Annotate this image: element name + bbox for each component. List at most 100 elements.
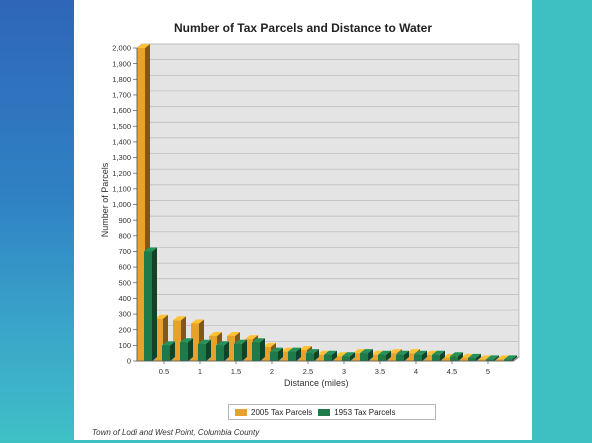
- x-tick-label: 4: [414, 367, 418, 376]
- y-tick-label: 1,600: [112, 106, 131, 115]
- bar-side-1953: [350, 352, 355, 361]
- bar-1953: [468, 357, 476, 361]
- bar-top-1953: [504, 355, 517, 360]
- y-tick-label: 1,800: [112, 75, 131, 84]
- bar-top-2005: [425, 350, 438, 355]
- bar-2005: [137, 48, 145, 361]
- bar-1953: [180, 342, 188, 361]
- bar-1953: [432, 354, 440, 361]
- bar-side-1953: [278, 347, 283, 361]
- x-tick-label: 0.5: [159, 367, 169, 376]
- bar-top-2005: [317, 350, 330, 355]
- bar-top-2005: [335, 352, 348, 357]
- bar-top-2005: [479, 355, 492, 360]
- bar-side-1953: [422, 350, 427, 361]
- bar-top-1953: [342, 352, 355, 357]
- bar-1953: [288, 351, 296, 361]
- bar-top-1953: [270, 347, 283, 352]
- left-background-panel: [0, 0, 74, 443]
- bar-top-2005: [245, 335, 258, 340]
- bar-top-1953: [288, 347, 301, 352]
- y-tick-label: 400: [118, 294, 131, 303]
- bar-2005: [389, 353, 397, 361]
- y-tick-label: 600: [118, 263, 131, 272]
- bar-top-2005: [281, 347, 294, 352]
- bar-top-2005: [227, 331, 240, 336]
- y-tick-label: 1,100: [112, 184, 131, 193]
- bar-top-1953: [432, 350, 445, 355]
- bar-1953: [360, 353, 368, 361]
- bar-side-1953: [386, 350, 391, 361]
- bar-top-2005: [497, 355, 510, 360]
- x-tick-label: 2: [270, 367, 274, 376]
- bar-2005: [335, 356, 343, 361]
- bar-side-1953: [224, 341, 229, 361]
- bar-top-2005: [155, 314, 168, 319]
- y-tick-label: 1,900: [112, 59, 131, 68]
- bar-top-1953: [450, 352, 463, 357]
- bar-2005: [371, 354, 379, 361]
- y-tick-label: 800: [118, 231, 131, 240]
- bar-top-1953: [144, 247, 157, 252]
- bar-top-2005: [209, 331, 222, 336]
- bar-2005: [281, 351, 289, 361]
- bar-1953: [306, 353, 314, 361]
- y-tick-label: 1,400: [112, 138, 131, 147]
- legend-swatch-1953: [318, 408, 331, 416]
- legend: 2005 Tax Parcels 1953 Tax Parcels: [228, 404, 436, 420]
- bar-side-1953: [404, 350, 409, 361]
- bar-top-2005: [461, 353, 474, 358]
- bar-top-1953: [324, 350, 337, 355]
- bar-top-1953: [198, 339, 211, 344]
- y-tick-label: 1,300: [112, 153, 131, 162]
- bar-top-1953: [486, 355, 499, 360]
- bar-top-1953: [162, 341, 175, 346]
- legend-item-1953: 1953 Tax Parcels: [318, 408, 395, 417]
- y-tick-label: 500: [118, 278, 131, 287]
- y-tick-label: 200: [118, 325, 131, 334]
- bar-2005: [155, 318, 163, 361]
- bar-side-1953: [458, 352, 463, 361]
- bar-top-2005: [137, 44, 150, 48]
- bar-top-1953: [180, 338, 193, 343]
- bar-1953: [396, 354, 404, 361]
- x-axis-label: Distance (miles): [284, 378, 349, 388]
- bar-2005: [299, 350, 307, 361]
- bar-side-1953: [260, 338, 265, 361]
- bar-top-1953: [396, 350, 409, 355]
- y-tick-label: 100: [118, 341, 131, 350]
- bar-1953: [342, 356, 350, 361]
- bar-top-2005: [407, 349, 420, 354]
- bar-1953: [252, 342, 260, 361]
- bar-2005: [173, 320, 181, 361]
- bar-1953: [378, 354, 386, 361]
- bar-1953: [414, 354, 422, 361]
- x-tick-label: 4.5: [447, 367, 457, 376]
- x-tick-label: 1.5: [231, 367, 241, 376]
- bar-side-1953: [296, 347, 301, 361]
- x-tick-label: 1: [198, 367, 202, 376]
- bar-2005: [227, 335, 235, 361]
- bar-side-1953: [368, 349, 373, 361]
- bar-side-1953: [332, 350, 337, 361]
- bar-top-2005: [263, 342, 276, 347]
- legend-item-2005: 2005 Tax Parcels: [235, 408, 312, 417]
- bar-side-1953: [494, 355, 499, 361]
- y-tick-label: 1,200: [112, 169, 131, 178]
- legend-label-2005: 2005 Tax Parcels: [251, 407, 313, 417]
- bar-top-2005: [173, 316, 186, 321]
- bottom-background-strip: [0, 440, 592, 443]
- bar-1953: [450, 356, 458, 361]
- bar-2005: [353, 353, 361, 361]
- bar-1953: [234, 343, 242, 361]
- bar-side-1953: [512, 355, 517, 361]
- y-tick-label: 900: [118, 216, 131, 225]
- x-tick-label: 3.5: [375, 367, 385, 376]
- bar-1953: [486, 359, 494, 361]
- bar-1953: [270, 351, 278, 361]
- bar-side-1953: [170, 341, 175, 361]
- bar-1953: [324, 354, 332, 361]
- bar-top-1953: [234, 339, 247, 344]
- bar-top-1953: [216, 341, 229, 346]
